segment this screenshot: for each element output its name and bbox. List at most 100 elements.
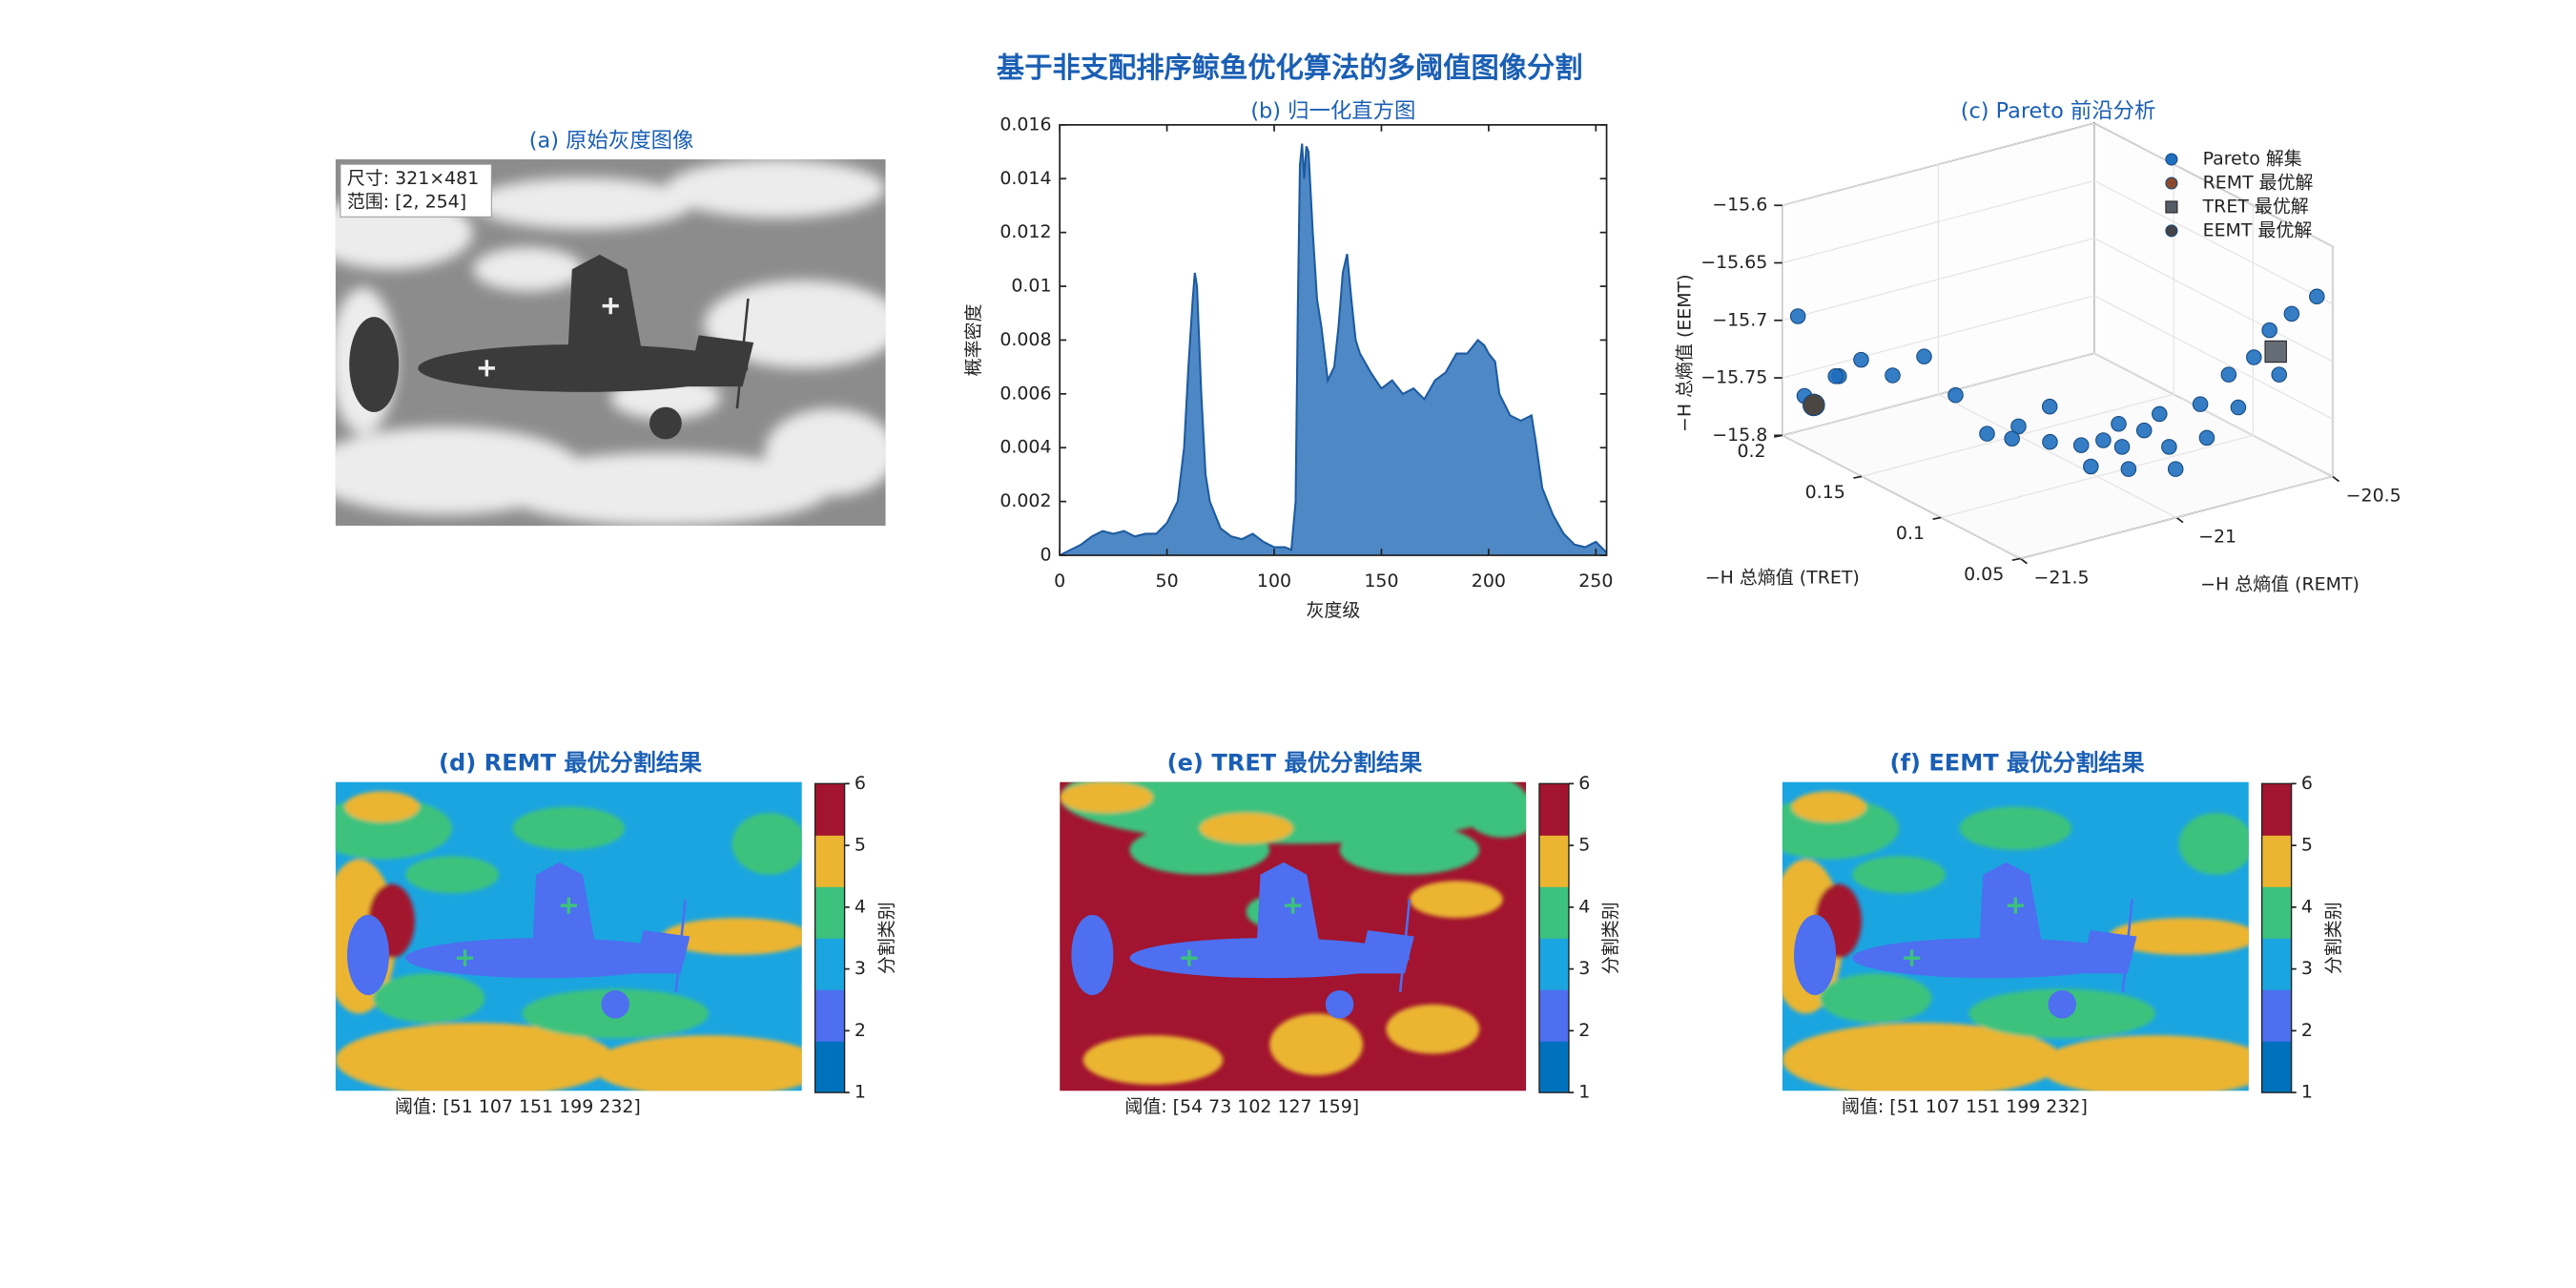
x-tick <box>2019 557 2028 565</box>
legend-label: TRET 最优解 <box>2202 196 2309 217</box>
y-tick <box>1853 475 1863 479</box>
point <box>1853 351 1869 368</box>
colorbar-tick-label: 4 <box>855 896 866 917</box>
panel-title: (f) EEMT 最优分割结果 <box>1889 750 2145 777</box>
colorbar-tick-label: 3 <box>1578 958 1590 979</box>
plane-wheel <box>1325 989 1354 1019</box>
plane-wing <box>1978 862 2063 974</box>
region <box>512 806 625 850</box>
colorbar-segment <box>1538 938 1569 990</box>
plane-wheel <box>601 989 629 1019</box>
colorbar-segment <box>1538 989 1569 1042</box>
y-tick-label: 0.012 <box>999 221 1051 242</box>
point <box>2111 415 2127 432</box>
y-tick <box>2011 557 2021 562</box>
point <box>1827 368 1844 384</box>
point <box>2264 340 2287 364</box>
point <box>1916 348 1932 364</box>
grid-line <box>2093 295 2333 420</box>
figure-title: 基于非支配排序鲸鱼优化算法的多阈值图像分割 <box>997 52 1583 84</box>
grid-line <box>1782 179 2095 264</box>
cloud <box>500 452 831 527</box>
area-fill <box>1060 143 1607 556</box>
legend-marker <box>2165 224 2178 238</box>
colorbar-tick-label: 6 <box>1578 773 1590 794</box>
region <box>335 1023 616 1091</box>
plane-tail <box>347 914 390 996</box>
region <box>1199 813 1293 844</box>
colorbar-tick-label: 5 <box>855 835 866 856</box>
z-tick-label: −15.65 <box>1700 252 1767 273</box>
colorbar-tick-label: 4 <box>2301 896 2313 917</box>
grid-line <box>2093 238 2333 363</box>
region <box>732 813 802 875</box>
colorbar-segment <box>814 1041 845 1093</box>
plane-nose <box>633 930 690 974</box>
point <box>1885 367 1901 384</box>
point <box>1789 308 1806 324</box>
region <box>1409 881 1503 919</box>
regions <box>1060 781 1527 1085</box>
x-axis-label: −H 总熵值 (REMT) <box>2200 574 2360 595</box>
z-tick-label: −15.7 <box>1712 309 1767 330</box>
point <box>2192 396 2209 412</box>
y-tick <box>1932 516 1942 520</box>
y-tick-label: 0.01 <box>1011 276 1051 297</box>
x-tick-label: 150 <box>1364 571 1398 592</box>
point <box>2220 366 2237 383</box>
colorbar-frame <box>1538 782 1570 1093</box>
panel-title: (b) 归一化直方图 <box>1250 99 1415 124</box>
y-tick-label: 0.016 <box>999 114 1051 135</box>
colorbar-label: 分割类别 <box>2323 902 2344 974</box>
grid-line <box>1941 434 2254 518</box>
x-tick-label: −21.5 <box>2034 568 2090 589</box>
area-line <box>1059 143 1608 556</box>
colorbar-segment <box>1538 835 1569 887</box>
region <box>2109 918 2249 955</box>
colorbar-segment <box>814 886 845 939</box>
region <box>1386 1004 1480 1054</box>
region <box>662 918 802 955</box>
legend-label: REMT 最优解 <box>2203 172 2314 193</box>
region <box>1465 788 1527 838</box>
point <box>2041 398 2058 415</box>
grid-line <box>1782 295 2095 379</box>
colorbar-segment <box>814 835 845 887</box>
y-axis-label: −H 总熵值 (TRET) <box>1705 568 1860 589</box>
colorbar-label: 分割类别 <box>876 902 897 974</box>
point <box>2261 322 2277 339</box>
y-tick-label: 0.2 <box>1737 441 1765 462</box>
colorbar-segment <box>814 783 845 836</box>
segmented-image <box>335 781 802 1091</box>
grid-line <box>1782 238 2095 322</box>
legend-label: EEMT 最优解 <box>2203 219 2313 240</box>
grid-line <box>2020 475 2333 560</box>
legend-marker <box>2165 177 2178 190</box>
colorbar-tick-label: 2 <box>1578 1020 1590 1041</box>
region <box>1339 824 1480 875</box>
colorbar-tick-label: 2 <box>855 1020 866 1041</box>
x-axis-label: 灰度级 <box>1306 600 1360 621</box>
colorbar-tick-label: 6 <box>2301 773 2313 794</box>
plane-wheel <box>2048 989 2076 1019</box>
grid-line <box>2093 179 2333 305</box>
plane-tail <box>1071 914 1114 996</box>
point <box>2113 439 2131 455</box>
grid-line <box>1782 122 2095 206</box>
y-tick-label: 0.05 <box>1964 564 2004 585</box>
colorbar-tick-label: 1 <box>2301 1082 2313 1103</box>
y-tick-label: 0.002 <box>999 490 1051 511</box>
y-tick-label: 0.1 <box>1896 523 1925 544</box>
plane-cross <box>1181 897 1302 966</box>
x-tick <box>2175 516 2184 524</box>
info-box <box>340 163 492 218</box>
propeller <box>1398 899 1412 992</box>
colorbar-segment <box>1538 783 1569 836</box>
x-tick-label: 200 <box>1472 571 1506 592</box>
z-tick-label: −15.6 <box>1712 195 1767 216</box>
point <box>2083 458 2099 475</box>
point <box>1803 393 1825 417</box>
point <box>1947 386 1964 404</box>
colorbar-segment <box>1538 1041 1569 1093</box>
grid-line <box>1782 352 2095 436</box>
